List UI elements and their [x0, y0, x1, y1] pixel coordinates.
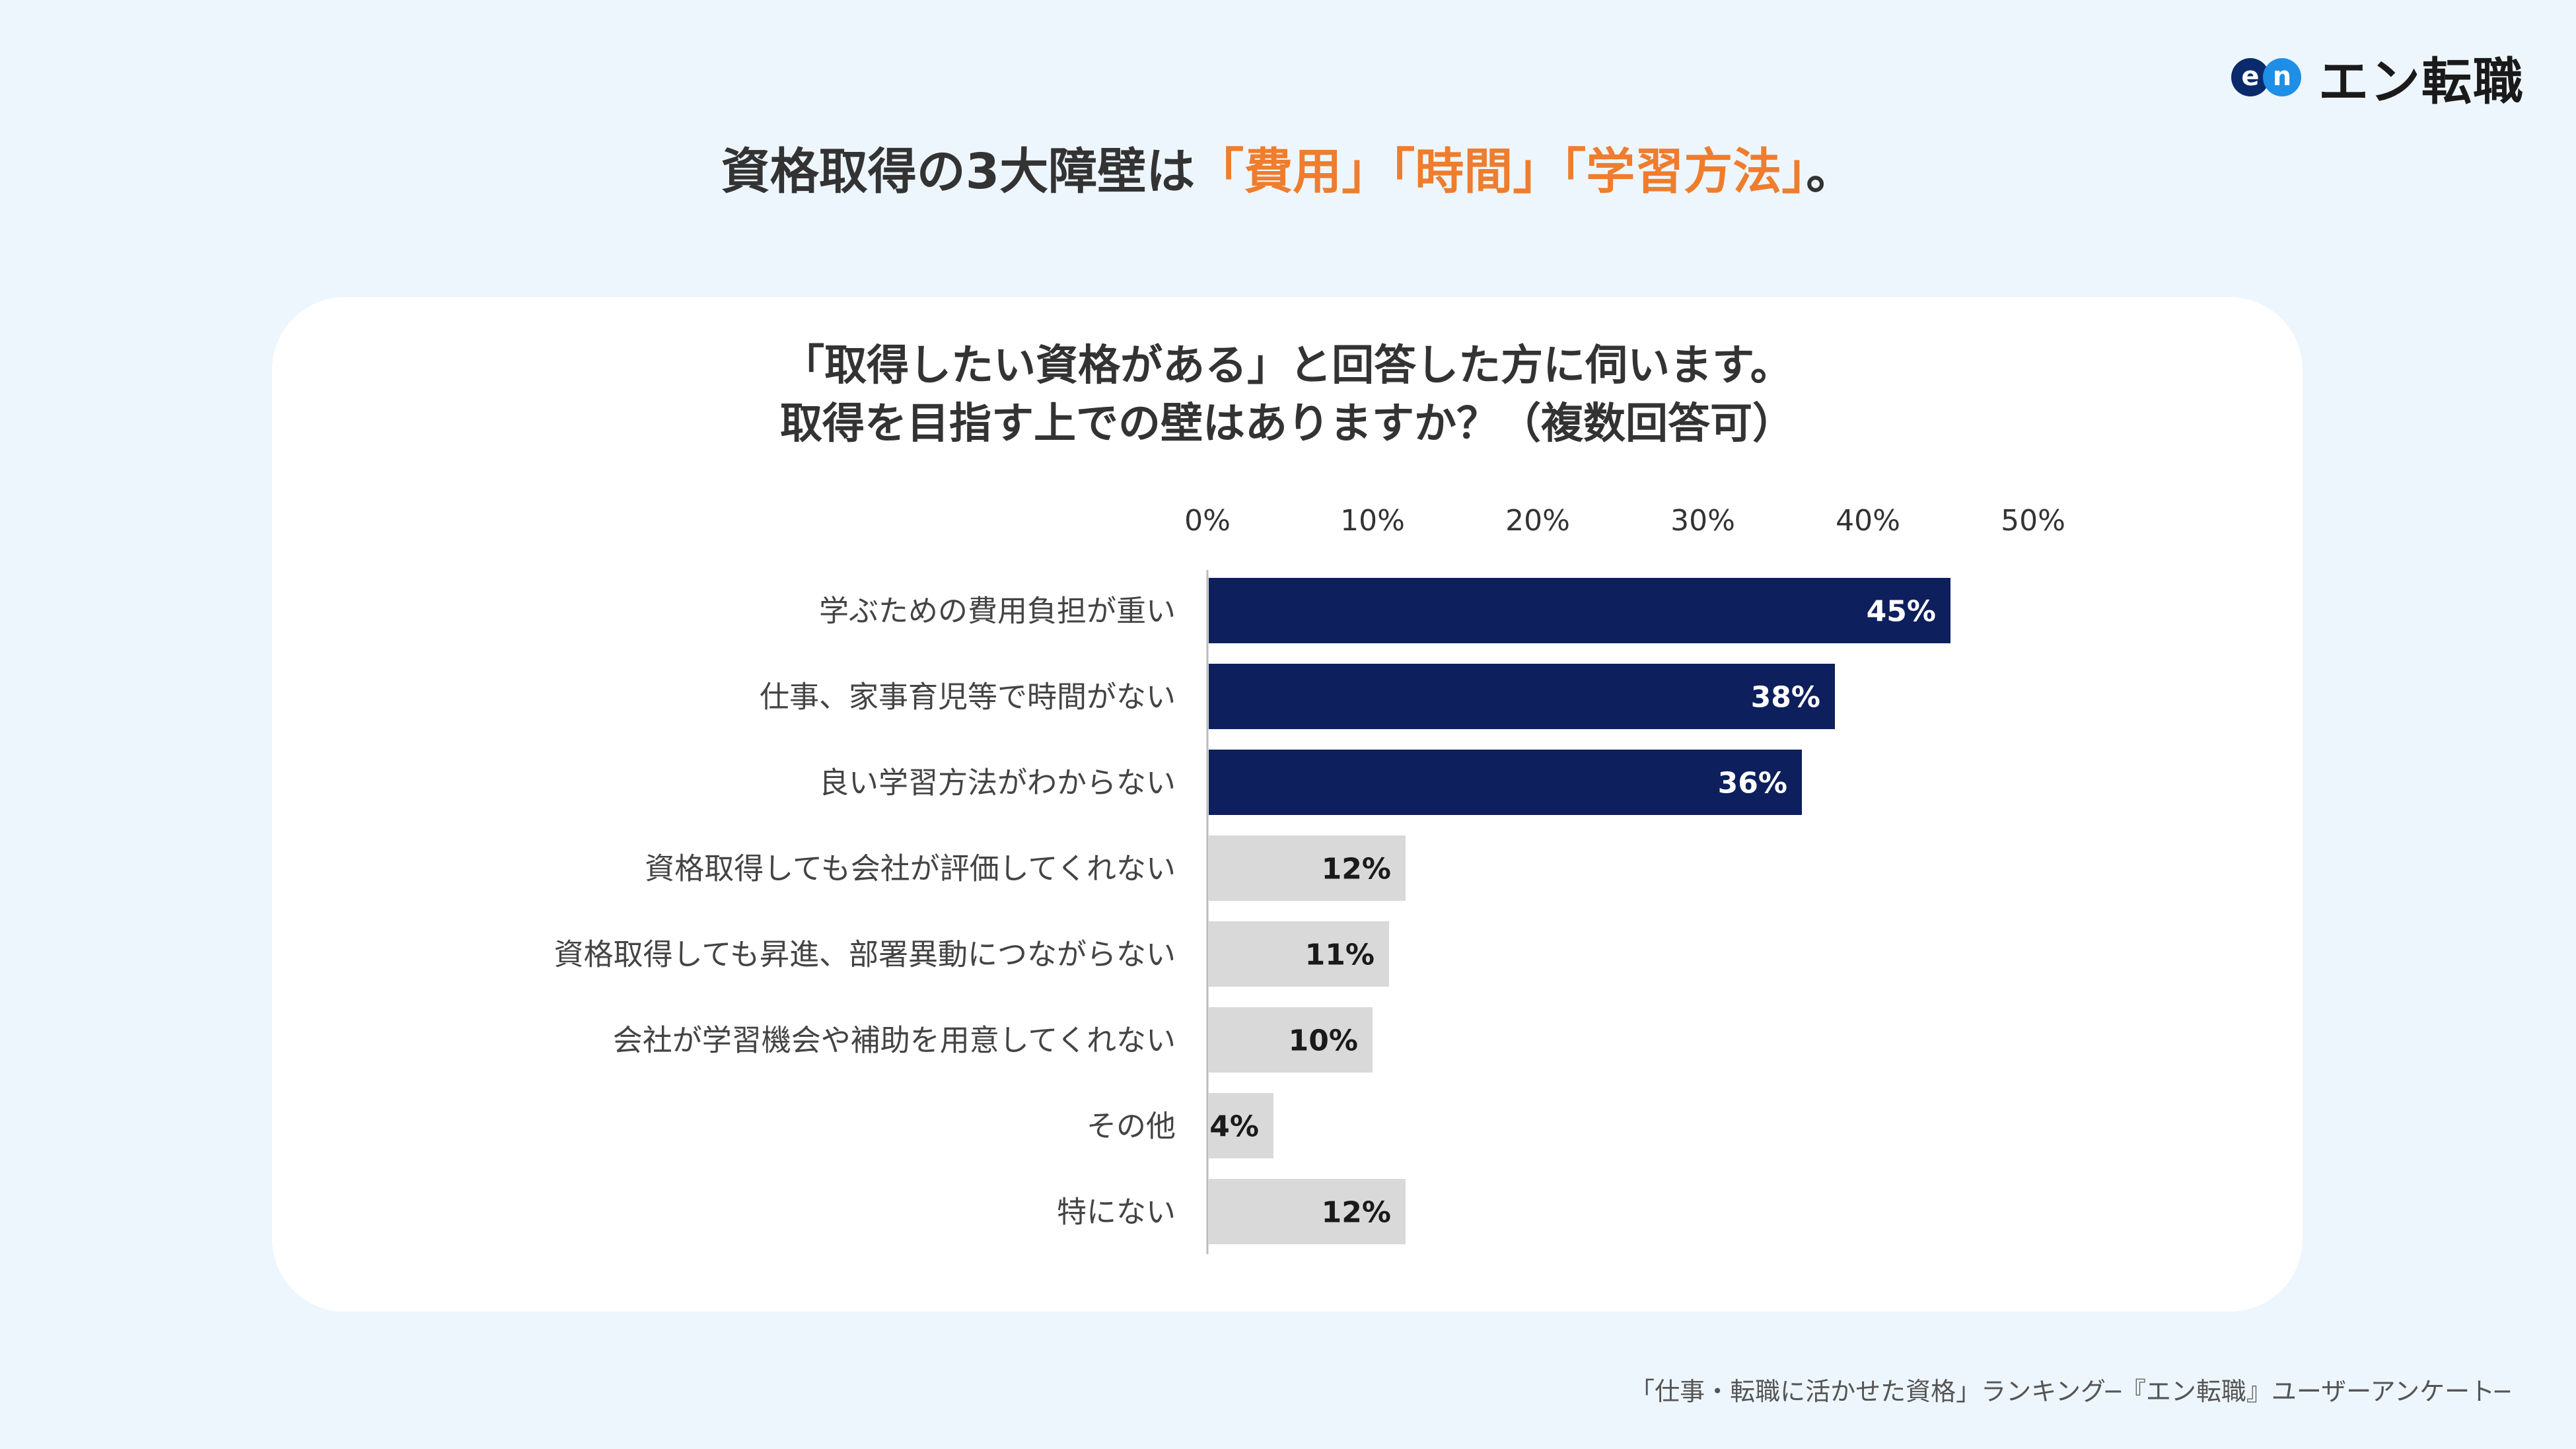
- category-label: 学ぶための費用負担が重い: [819, 594, 1176, 629]
- x-tick-label: 50%: [2001, 504, 2065, 538]
- bar: [1209, 1179, 1406, 1244]
- bar: [1209, 750, 1802, 815]
- bar: [1209, 921, 1389, 987]
- x-tick-label: 0%: [1184, 504, 1231, 538]
- chart-card: 「取得したい資格がある」と回答した方に伺います。 取得を目指す上での壁はあります…: [272, 297, 2303, 1312]
- bar: [1209, 1093, 1273, 1158]
- en-logo-icon: e n: [2231, 58, 2301, 96]
- category-label: 資格取得しても会社が評価してくれない: [645, 851, 1176, 886]
- page-title: 資格取得の3大障壁は「費用」「時間」「学習方法」。: [0, 132, 2576, 203]
- data-label: 10%: [1289, 1024, 1358, 1058]
- x-tick-label: 30%: [1670, 504, 1735, 538]
- x-tick-label: 40%: [1836, 504, 1900, 538]
- category-label: 仕事、家事育児等で時間がない: [760, 680, 1176, 715]
- source-note: 「仕事・転職に活かせた資格」ランキング─『エン転職』ユーザーアンケート─: [1629, 1377, 2510, 1406]
- data-label: 45%: [1867, 595, 1936, 629]
- data-label: 38%: [1751, 681, 1820, 715]
- data-label: 36%: [1718, 767, 1787, 800]
- data-label: 12%: [1322, 853, 1391, 886]
- bar: [1209, 835, 1406, 901]
- survey-question: 「取得したい資格がある」と回答した方に伺います。 取得を目指す上での壁はあります…: [272, 337, 2303, 453]
- logo-mark-n: n: [2263, 58, 2301, 96]
- data-label: 4%: [1209, 1110, 1259, 1144]
- brand-name: エン転職: [2318, 52, 2524, 111]
- bar-chart: 0% 10% 20% 30% 40% 50% 学ぶための費用負担が重い 45% 仕事、家事育児等…: [554, 504, 2065, 1254]
- category-label: 会社が学習機会や補助を用意してくれない: [613, 1023, 1176, 1058]
- data-label: 11%: [1305, 938, 1375, 972]
- title-suffix: 。: [1806, 143, 1855, 200]
- question-line-2: 取得を目指す上での壁はありますか？（複数回答可）: [780, 400, 1795, 448]
- bar: [1209, 1007, 1373, 1073]
- bar: [1209, 664, 1835, 729]
- question-line-1: 「取得したい資格がある」と回答した方に伺います。: [782, 341, 1793, 390]
- category-label: 特にない: [1057, 1195, 1176, 1230]
- brand-logo: e n エン転職: [2231, 41, 2524, 114]
- x-tick-label: 10%: [1340, 504, 1405, 538]
- x-tick-label: 20%: [1505, 504, 1570, 538]
- category-label: 良い学習方法がわからない: [819, 765, 1176, 800]
- data-label: 12%: [1322, 1196, 1391, 1230]
- title-accent: 「費用」「時間」「学習方法」: [1195, 143, 1807, 200]
- category-label: 資格取得しても昇進、部署異動につながらない: [554, 937, 1176, 972]
- title-prefix: 資格取得の3大障壁は: [721, 143, 1196, 200]
- category-label: その他: [1087, 1109, 1176, 1144]
- bar: [1209, 578, 1950, 643]
